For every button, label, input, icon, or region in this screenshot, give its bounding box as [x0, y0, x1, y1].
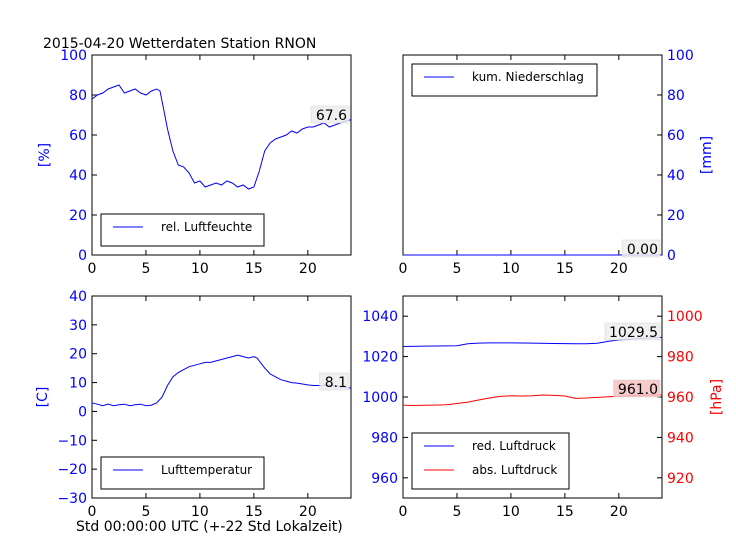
temp-xtick-label: 15 [245, 504, 263, 520]
precip-ytick-label: 40 [667, 168, 685, 184]
temp-ylabel: [C] [35, 387, 51, 408]
temp-ytick-label: 30 [69, 318, 87, 334]
pressure-red-last-value-box [604, 322, 661, 341]
x-axis-label: Std 00:00:00 UTC (+-22 Std Lokalzeit) [76, 519, 343, 535]
precip-ytick-label: 20 [667, 208, 685, 224]
precip-ytick-label: 60 [667, 128, 685, 144]
pressure-right-ytick-label: 940 [667, 430, 694, 446]
precip-ytick-label: 0 [667, 248, 676, 264]
pressure-xtick-label: 20 [610, 504, 628, 520]
precip-ytick-label: 100 [667, 48, 694, 64]
precip-xtick-label: 15 [556, 261, 574, 277]
precip-xtick-label: 10 [502, 261, 520, 277]
pressure-legend-label: red. Luftdruck [472, 439, 556, 453]
temp-ytick-label: −20 [57, 462, 87, 478]
chart-title: 2015-04-20 Wetterdaten Station RNON [43, 36, 316, 52]
precip-ytick-label: 80 [667, 88, 685, 104]
pressure-xtick-label: 10 [502, 504, 520, 520]
pressure-ylabel: [hPa] [709, 379, 725, 415]
temp-frame [91, 295, 352, 499]
precip-ylabel: [mm] [699, 136, 715, 174]
humidity-ytick-label: 40 [69, 168, 87, 184]
precip-xtick-label: 5 [452, 261, 461, 277]
temp-xtick-label: 0 [88, 504, 97, 520]
temp-series-line [91, 354, 352, 407]
humidity-ytick-label: 100 [60, 48, 87, 64]
precip-xtick-label: 0 [399, 261, 408, 277]
pressure-left-ytick-label: 980 [371, 430, 398, 446]
temp-last-value: 8.1 [325, 375, 347, 391]
pressure-left-ytick-label: 1020 [362, 350, 398, 366]
humidity-ytick-label: 60 [69, 128, 87, 144]
humidity-xtick-label: 0 [88, 261, 97, 277]
temp-xtick-label: 10 [191, 504, 209, 520]
temp-ytick-label: 0 [78, 404, 87, 420]
pressure-legend-label: abs. Luftdruck [472, 463, 557, 477]
humidity-xtick-label: 5 [141, 261, 150, 277]
temp-ytick-label: 40 [69, 289, 87, 305]
pressure-xtick-label: 0 [399, 504, 408, 520]
temp-last-value-box [319, 372, 350, 391]
humidity-ytick-label: 80 [69, 88, 87, 104]
pressure-red-last-value: 1029.5 [609, 325, 658, 341]
temp-ytick-label: 10 [69, 376, 87, 392]
temp-ytick-label: 20 [69, 347, 87, 363]
precip-legend [411, 63, 598, 97]
pressure-legend [411, 432, 570, 490]
precip-last-value-box [621, 239, 661, 258]
humidity-last-value: 67.6 [316, 108, 347, 124]
humidity-xtick-label: 15 [245, 261, 263, 277]
temp-legend-label: Lufttemperatur [161, 463, 252, 477]
pressure-right-ytick-label: 980 [667, 350, 694, 366]
pressure-xtick-label: 15 [556, 504, 574, 520]
pressure-right-ytick-label: 1000 [667, 309, 703, 325]
precip-last-value: 0.00 [627, 242, 658, 258]
temp-legend [100, 456, 265, 490]
humidity-ytick-label: 20 [69, 208, 87, 224]
pressure-abs-last-value-box [613, 379, 661, 398]
humidity-xtick-label: 20 [299, 261, 317, 277]
humidity-series-line [91, 84, 352, 190]
temp-xtick-label: 20 [299, 504, 317, 520]
pressure-left-ytick-label: 960 [371, 471, 398, 487]
humidity-frame [91, 54, 352, 256]
precip-legend-label: kum. Niederschlag [472, 70, 584, 84]
precip-xtick-label: 20 [610, 261, 628, 277]
humidity-legend [100, 213, 265, 247]
pressure-right-ytick-label: 960 [667, 390, 694, 406]
pressure-abs-last-value: 961.0 [618, 382, 658, 398]
temp-xtick-label: 5 [141, 504, 150, 520]
temp-ytick-label: −10 [57, 433, 87, 449]
pressure-left-ytick-label: 1040 [362, 309, 398, 325]
humidity-ylabel: [%] [37, 143, 53, 167]
humidity-xtick-label: 10 [191, 261, 209, 277]
humidity-legend-label: rel. Luftfeuchte [161, 220, 252, 234]
temp-ytick-label: −30 [57, 491, 87, 507]
humidity-last-value-box [310, 105, 350, 124]
pressure-xtick-label: 5 [452, 504, 461, 520]
humidity-ytick-label: 0 [78, 248, 87, 264]
pressure-left-ytick-label: 1000 [362, 390, 398, 406]
pressure-right-ytick-label: 920 [667, 471, 694, 487]
